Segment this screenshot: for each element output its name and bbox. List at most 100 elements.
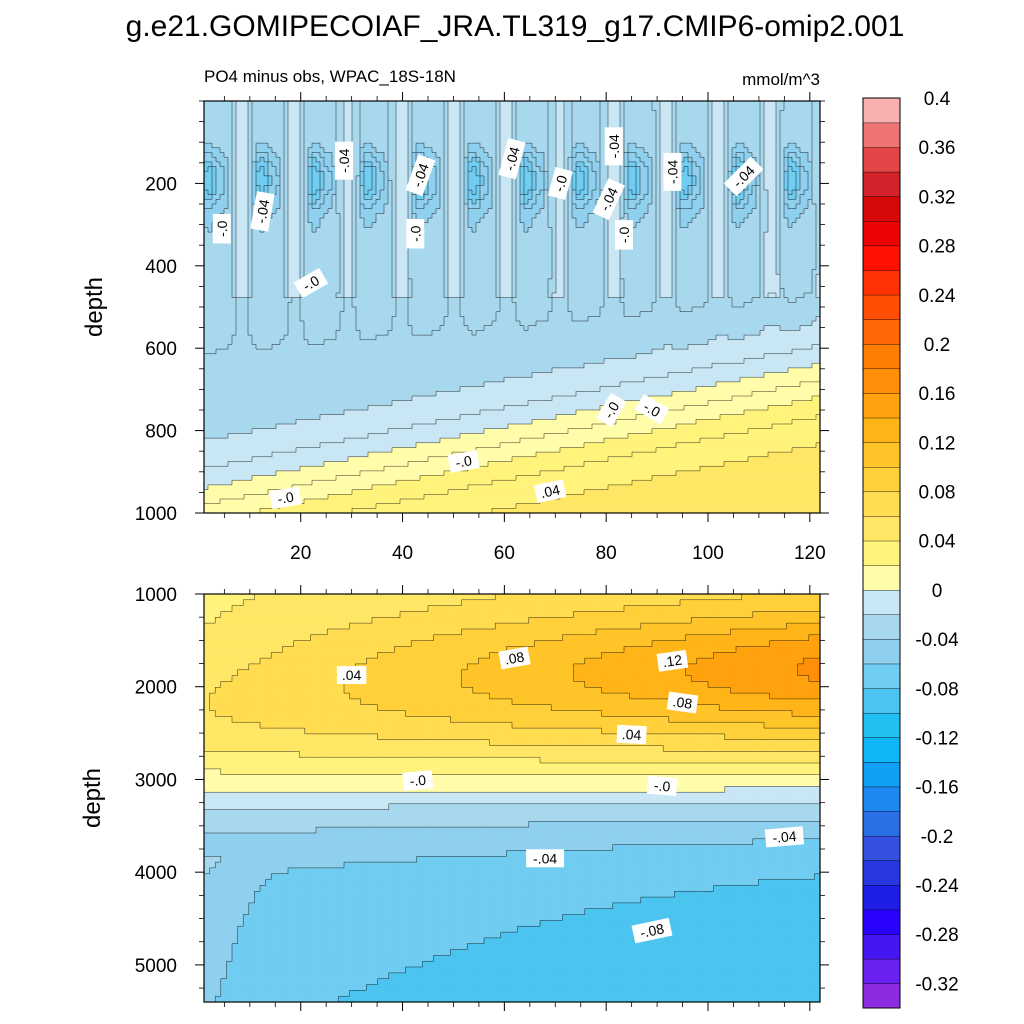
- field-cell: [420, 395, 425, 402]
- field-cell: [376, 157, 381, 163]
- field-cell: [296, 372, 301, 378]
- field-cell: [284, 339, 289, 346]
- field-cell: [428, 143, 433, 149]
- field-cell: [280, 250, 285, 257]
- field-cell: [400, 363, 405, 369]
- field-cell: [380, 400, 385, 406]
- field-cell: [372, 349, 377, 355]
- field-cell: [384, 241, 389, 247]
- field-cell: [396, 316, 401, 322]
- field-cell: [396, 321, 401, 327]
- field-cell: [264, 292, 269, 299]
- field-cell: [408, 466, 413, 472]
- field-cell: [316, 119, 321, 126]
- field-cell: [292, 438, 297, 444]
- field-cell: [288, 297, 293, 303]
- field-cell: [340, 232, 345, 238]
- field-cell: [384, 302, 389, 308]
- field-cell: [388, 115, 393, 121]
- field-cell: [264, 456, 269, 463]
- field-cell: [244, 264, 249, 271]
- field-cell: [204, 175, 209, 182]
- field-cell: [304, 147, 309, 154]
- field-cell: [300, 180, 305, 186]
- field-cell: [428, 232, 433, 238]
- field-cell: [212, 246, 217, 252]
- field-cell: [332, 466, 337, 472]
- field-cell: [264, 232, 269, 238]
- field-cell: [428, 264, 433, 271]
- field-cell: [352, 264, 357, 271]
- field-cell: [376, 297, 381, 303]
- field-cell: [292, 110, 297, 116]
- field-cell: [312, 166, 317, 172]
- field-cell: [300, 213, 305, 219]
- field-cell: [304, 302, 309, 308]
- field-cell: [296, 391, 301, 397]
- field-cell: [288, 133, 293, 140]
- field-cell: [388, 264, 393, 271]
- field-cell: [360, 452, 365, 458]
- field-cell: [340, 358, 345, 364]
- field-cell: [368, 367, 373, 374]
- field-cell: [380, 213, 385, 219]
- field-cell: [408, 335, 413, 341]
- field-cell: [280, 222, 285, 229]
- field-cell: [348, 236, 353, 243]
- field-cell: [328, 222, 333, 229]
- field-cell: [208, 433, 213, 439]
- field-cell: [328, 386, 333, 392]
- field-cell: [336, 442, 341, 449]
- field-cell: [284, 470, 289, 477]
- field-cell: [300, 152, 305, 158]
- field-cell: [256, 246, 261, 252]
- field-cell: [316, 386, 321, 392]
- field-cell: [412, 325, 417, 332]
- field-cell: [372, 372, 377, 378]
- field-cell: [252, 161, 257, 168]
- field-cell: [352, 447, 357, 453]
- field-cell: [328, 419, 333, 425]
- field-cell: [276, 461, 281, 467]
- field-cell: [236, 470, 241, 477]
- field-cell: [248, 260, 253, 266]
- field-cell: [272, 133, 277, 140]
- field-cell: [280, 321, 285, 327]
- field-cell: [336, 302, 341, 308]
- field-cell: [280, 442, 285, 449]
- field-cell: [284, 419, 289, 425]
- field-cell: [252, 386, 257, 392]
- field-cell: [288, 255, 293, 261]
- field-cell: [208, 377, 213, 383]
- field-cell: [416, 115, 421, 121]
- field-cell: [300, 325, 305, 332]
- field-cell: [352, 358, 357, 364]
- field-cell: [268, 218, 273, 224]
- field-cell: [284, 152, 289, 158]
- field-cell: [276, 466, 281, 472]
- field-cell: [320, 367, 325, 374]
- field-cell: [368, 208, 373, 214]
- field-cell: [248, 255, 253, 261]
- field-cell: [276, 119, 281, 126]
- field-cell: [416, 405, 421, 411]
- field-cell: [232, 316, 237, 322]
- field-cell: [372, 395, 377, 402]
- field-cell: [332, 222, 337, 229]
- field-cell: [384, 377, 389, 383]
- field-cell: [232, 381, 237, 388]
- field-cell: [272, 152, 277, 158]
- field-cell: [320, 241, 325, 247]
- field-cell: [296, 143, 301, 149]
- field-cell: [284, 410, 289, 416]
- field-cell: [312, 222, 317, 229]
- field-cell: [272, 363, 277, 369]
- field-cell: [352, 307, 357, 313]
- field-cell: [328, 391, 333, 397]
- field-cell: [220, 260, 225, 266]
- field-cell: [256, 339, 261, 346]
- field-cell: [388, 405, 393, 411]
- field-cell: [236, 218, 241, 224]
- field-cell: [360, 232, 365, 238]
- field-cell: [260, 353, 265, 360]
